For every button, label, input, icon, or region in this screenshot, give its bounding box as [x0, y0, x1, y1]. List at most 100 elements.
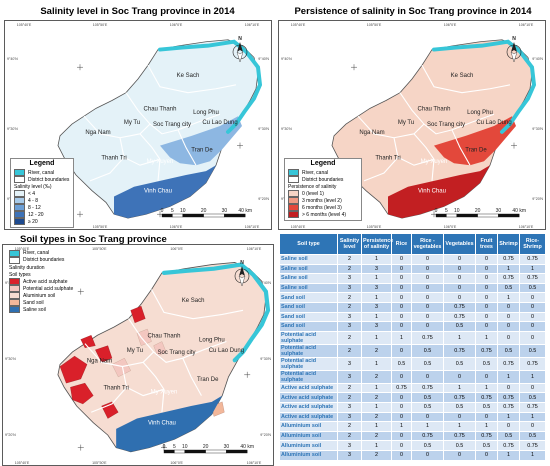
table-cell: 0.75 [443, 311, 476, 323]
table-cell: 0 [411, 311, 444, 323]
soil-type-cell: Sand soil [279, 321, 338, 332]
table-row: Saline soil 2 3 0 0 0 0 1 1 [279, 263, 546, 275]
table-cell: 3 [337, 282, 362, 294]
district-label: Thanh Tri [375, 155, 400, 161]
legend-label: District boundaries [23, 257, 65, 264]
table-cell: 0.75 [497, 356, 520, 371]
column-header: Fruit trees [475, 233, 498, 255]
latitude-label: 9°30'N [260, 357, 271, 361]
table-row: Sand soil 3 1 0 0 0.75 0 0 0 [279, 311, 546, 323]
legend-swatch [288, 169, 299, 177]
district-boundary [451, 129, 471, 166]
table-cell: 0 [475, 273, 498, 284]
district-label: Chau Thanh [148, 333, 181, 339]
district-label: Nga Nam [359, 130, 384, 136]
table-cell: 0 [391, 440, 412, 451]
table-cell: 0.75 [519, 273, 546, 284]
zone-coastal [388, 165, 490, 219]
table-cell: 0.5 [411, 343, 444, 358]
active-acid-sulphate-area [95, 345, 113, 363]
table-cell: 3 [361, 301, 392, 313]
table-cell: 0 [391, 430, 412, 442]
scale-bar: 0 5 10 20 30 40 km [435, 208, 526, 218]
scale-tick-label: 0 [163, 444, 166, 450]
table-cell: 0 [391, 263, 412, 275]
legend-label: Potential acid sulphate [23, 285, 74, 292]
active-acid-sulphate-area [70, 382, 94, 405]
table-cell: 0.5 [519, 282, 546, 294]
latitude-label: 9°20'N [532, 197, 543, 201]
legend-label: River, canal [302, 169, 329, 176]
legend-title: Legend [29, 160, 55, 167]
table-cell: 2 [361, 343, 392, 358]
legend-label: River, canal [28, 169, 55, 176]
north-arrow-icon: N [506, 36, 522, 63]
table-cell: 0 [411, 282, 444, 294]
table-row: Active acid sulphate 3 1 0 0.5 0.5 0.5 0.75 0.75 [279, 401, 546, 413]
scale-tick-label: 40 km [238, 208, 252, 214]
table-cell: 3 [361, 282, 392, 294]
district-boundary [123, 156, 161, 166]
longitude-label: 106°10'E [247, 461, 262, 465]
district-label: Thanh Tri [103, 385, 128, 391]
longitude-label: 106°10'E [519, 23, 534, 27]
table-cell: 0 [411, 411, 444, 423]
table-cell: 3 [337, 440, 362, 451]
table-header-row: Soil type Salinity level Persistence of sa… [279, 233, 546, 255]
district-label: Long Phu [467, 110, 493, 116]
legend-swatch [9, 285, 20, 293]
table-cell: 0 [475, 369, 498, 384]
district-label: Tran De [465, 147, 487, 153]
district-label: My Xuyen [147, 159, 174, 165]
legend-swatch [14, 204, 25, 212]
north-label: N [240, 260, 244, 266]
longitude-label: 105°50'E [92, 247, 107, 251]
legend-label: District boundaries [28, 176, 70, 183]
column-header: Rice - vegetables [411, 233, 444, 255]
district-label: Chau Thanh [144, 106, 177, 112]
district-boundary [126, 386, 165, 397]
legend-label: 3 months (level 2) [302, 197, 342, 204]
table-cell: 2 [337, 301, 362, 313]
table-cell: 0.75 [443, 301, 476, 313]
zone-mid [434, 116, 516, 166]
table-row: Saline soil 3 1 0 0 0 0 0.75 0.75 [279, 273, 546, 284]
legend-item: River, canal [14, 169, 70, 177]
table-row: Active acid sulphate 2 1 0.75 0.75 1 1 0 0 [279, 382, 546, 394]
table-cell: 0.5 [475, 356, 498, 371]
district-boundary [151, 289, 244, 320]
table-row: Active acid sulphate 2 2 0 0.5 0.75 0.75 0.75 0.… [279, 392, 546, 403]
table-cell: 0 [411, 369, 444, 384]
latitude-label: 9°40'N [281, 57, 292, 61]
column-header: Rice-Shrimp [519, 233, 546, 255]
table-cell: 0 [411, 254, 444, 265]
district-label: Thanh Tri [101, 155, 126, 161]
table-cell: 0 [391, 292, 412, 303]
table-cell: 0 [411, 292, 444, 303]
table-cell: 1 [361, 440, 392, 451]
district-label: Nga Nam [85, 130, 110, 136]
scale-tick-label: 20 [201, 208, 207, 214]
longitude-label: 106°0'E [444, 23, 457, 27]
table-cell: 1 [497, 263, 520, 275]
scale-tick-label: 0 [435, 208, 438, 214]
soil-type-cell: Saline soil [279, 282, 338, 294]
district-label: Ke Sach [177, 73, 200, 79]
table-row: Sand soil 2 1 0 0 0 0 1 0 [279, 292, 546, 303]
table-cell: 0 [519, 330, 546, 345]
latitude-label: 9°30'N [5, 357, 16, 361]
table-cell: 1 [391, 421, 412, 432]
longitude-label: 106°0'E [444, 225, 457, 229]
table-row: Potential acid sulphate 3 2 0 0 0 0 1 1 [279, 369, 546, 384]
table-cell: 0 [519, 311, 546, 323]
latitude-label: 9°40'N [260, 281, 271, 285]
table-cell: 1 [361, 254, 392, 265]
legend-label: 12 - 20 [28, 211, 44, 218]
scale-bar: 0 5 10 20 30 40 km [163, 444, 254, 454]
table-cell: 3 [337, 273, 362, 284]
table-cell: 0.5 [497, 282, 520, 294]
longitude-label: 105°40'E [291, 23, 306, 27]
table-cell: 1 [497, 449, 520, 461]
longitude-label: 106°10'E [245, 225, 260, 229]
table-cell: 2 [361, 430, 392, 442]
